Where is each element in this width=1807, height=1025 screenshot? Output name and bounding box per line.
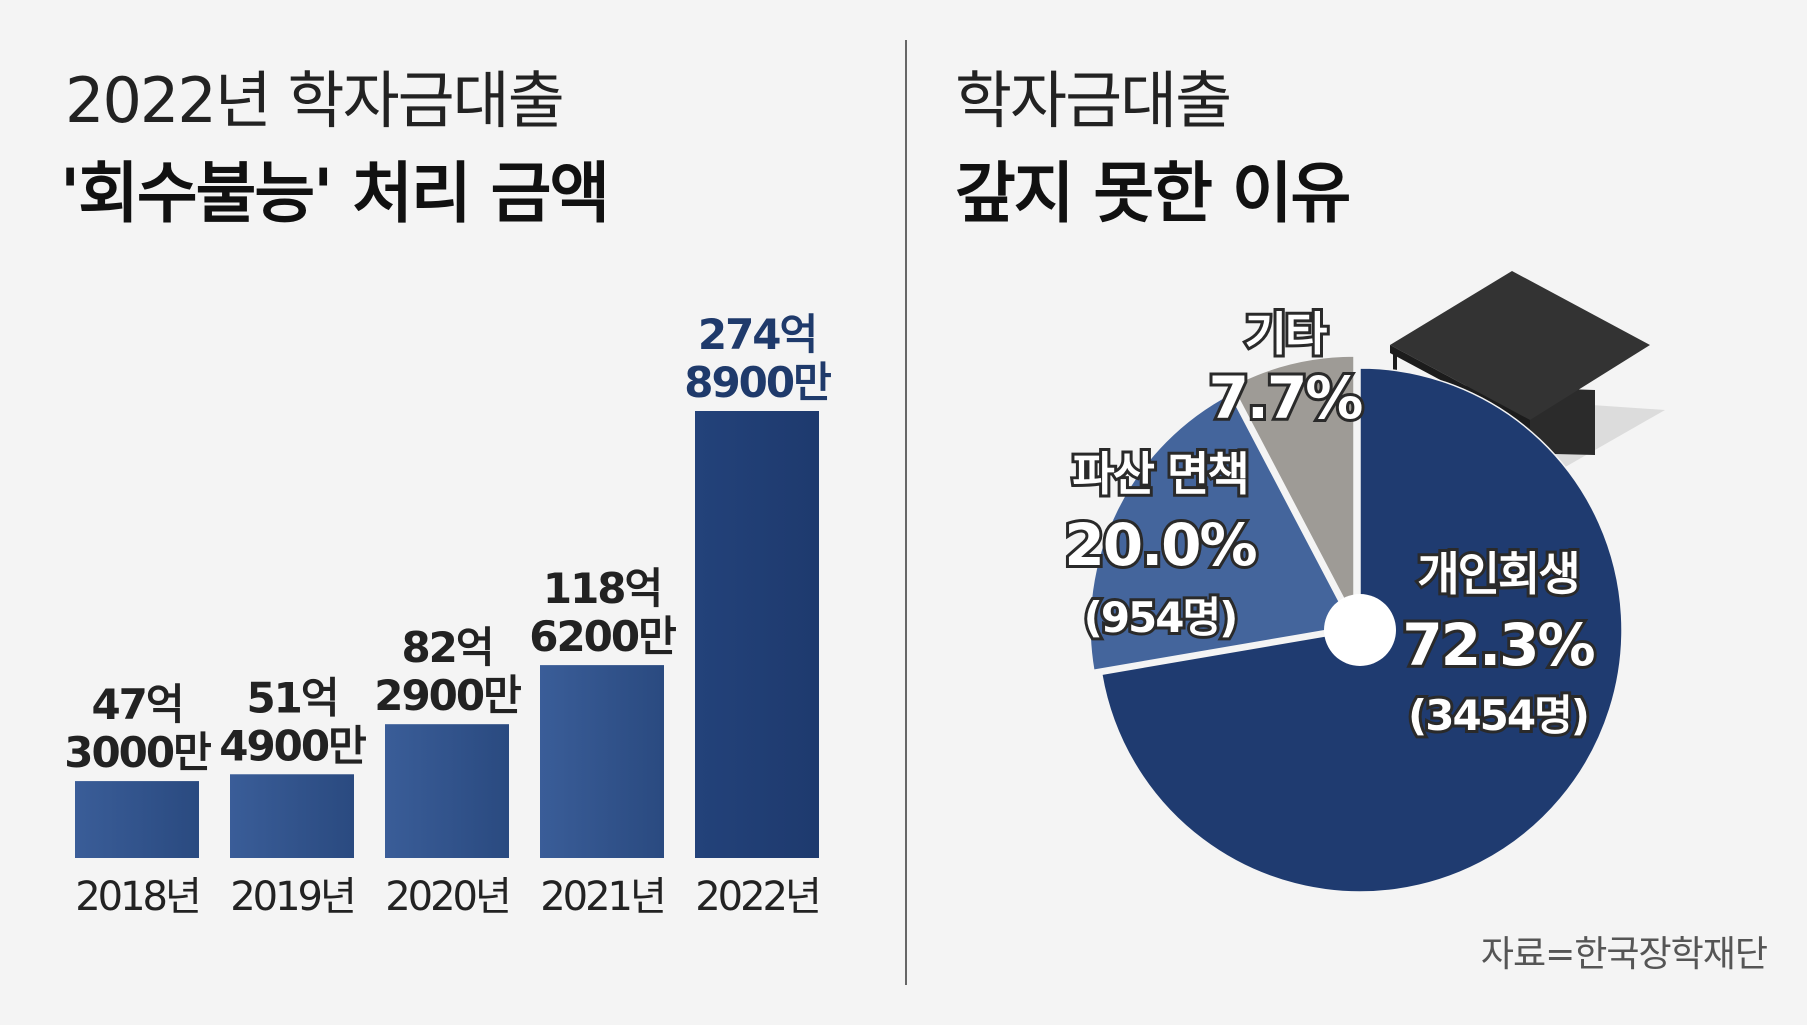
bar-2022년 bbox=[695, 411, 819, 858]
bar-value-label-amount: 82억 bbox=[401, 623, 492, 672]
source-note: 자료=한국장학재단 bbox=[1480, 934, 1768, 975]
slice-name-label: 파산 면책 bbox=[1072, 447, 1247, 501]
slice-percent-label: 7.7% bbox=[1209, 364, 1363, 432]
bar-value-label-amount: 118억 bbox=[543, 564, 661, 613]
slice-percent-label: 20.0% bbox=[1064, 511, 1256, 579]
bar-2020년 bbox=[385, 724, 509, 858]
bar-2019년 bbox=[230, 774, 354, 858]
bar-value-label-amount: 51억 bbox=[246, 673, 337, 722]
bar-value-label-remainder: 2900만 bbox=[374, 671, 521, 720]
slice-name-label: 기타 bbox=[1245, 307, 1327, 361]
right-title-line1: 학자금대출 bbox=[955, 64, 1232, 137]
right-title-line2: 갚지 못한 이유 bbox=[955, 155, 1351, 232]
bar-value-label-remainder: 3000만 bbox=[64, 728, 211, 777]
bar-value-label-amount: 274억 bbox=[698, 310, 816, 359]
bar-value-label-amount: 47억 bbox=[91, 680, 182, 729]
pie-center-hole bbox=[1324, 594, 1396, 666]
bar-value-label-remainder: 8900만 bbox=[684, 358, 831, 407]
left-title-line2: '회수불능' 처리 금액 bbox=[60, 155, 610, 232]
x-tick-label: 2022년 bbox=[695, 874, 819, 920]
bar-value-label-remainder: 6200만 bbox=[529, 612, 676, 661]
left-title-line1: 2022년 학자금대출 bbox=[65, 64, 565, 137]
pie-chart: 개인회생 72.3% (3454명) 파산 면책 20.0% (954명) 기타7.7% bbox=[1061, 271, 1665, 893]
bar-2018년 bbox=[75, 781, 199, 858]
x-tick-label: 2021년 bbox=[540, 874, 664, 920]
bar-value-label-remainder: 4900만 bbox=[219, 721, 366, 770]
bar-2021년 bbox=[540, 665, 664, 858]
slice-count-label: (3454명) bbox=[1408, 691, 1588, 740]
slice-count-label: (954명) bbox=[1084, 593, 1237, 642]
x-tick-label: 2018년 bbox=[75, 874, 199, 920]
pie-slice-파산 면책 bbox=[1089, 393, 1354, 672]
pie-slice-기타 bbox=[1231, 355, 1355, 619]
slice-name-label: 개인회생 bbox=[1417, 547, 1578, 601]
slice-percent-label: 72.3% bbox=[1402, 611, 1594, 679]
panel-divider bbox=[905, 40, 907, 985]
x-tick-label: 2020년 bbox=[385, 874, 509, 920]
x-tick-label: 2019년 bbox=[230, 874, 354, 920]
